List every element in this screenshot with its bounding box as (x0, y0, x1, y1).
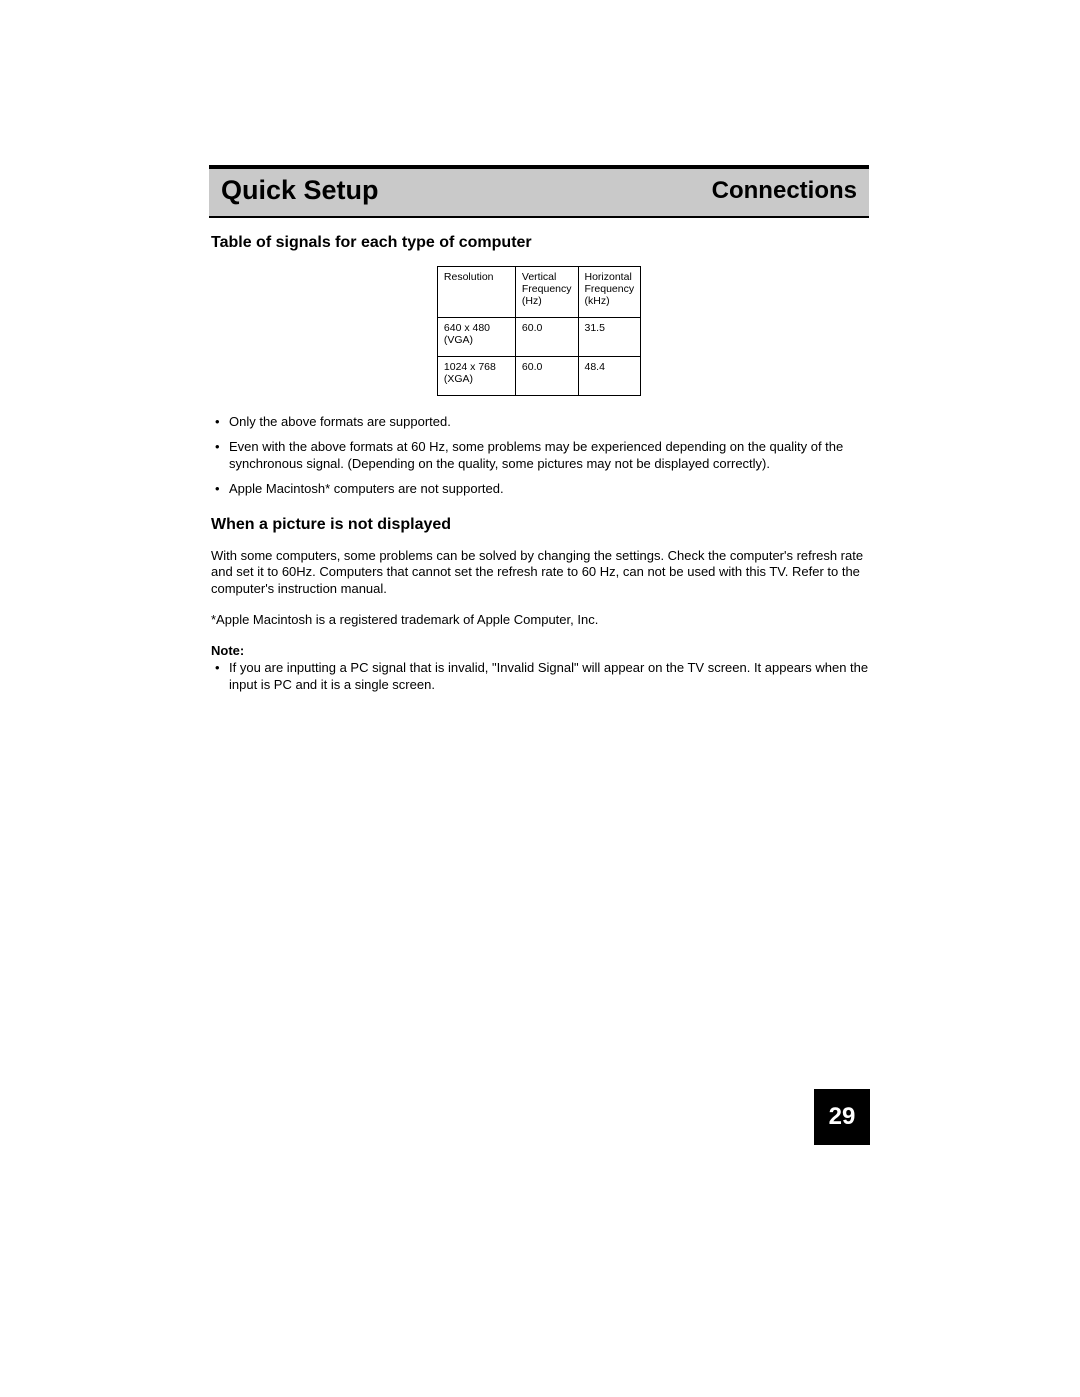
note-bullets: If you are inputting a PC signal that is… (209, 660, 869, 694)
cell-resolution: 1024 x 768(XGA) (437, 357, 515, 396)
table-row: 1024 x 768(XGA) 60.0 48.4 (437, 357, 640, 396)
section1-heading: Table of signals for each type of comput… (209, 234, 869, 252)
signals-table: Resolution VerticalFrequency(Hz) Horizon… (437, 266, 641, 396)
col-hfreq-header: HorizontalFrequency(kHz) (578, 267, 641, 318)
page-number: 29 (829, 1103, 856, 1131)
cell-hfreq: 31.5 (578, 318, 641, 357)
col-vfreq-header: VerticalFrequency(Hz) (515, 267, 578, 318)
manual-page: Quick Setup Connections Table of signals… (209, 165, 869, 712)
section1-bullets: Only the above formats are supported. Ev… (209, 414, 869, 498)
header-left-title: Quick Setup (221, 175, 379, 206)
table-header-row: Resolution VerticalFrequency(Hz) Horizon… (437, 267, 640, 318)
list-item: If you are inputting a PC signal that is… (215, 660, 869, 694)
table-row: 640 x 480(VGA) 60.0 31.5 (437, 318, 640, 357)
cell-vfreq: 60.0 (515, 318, 578, 357)
list-item: Apple Macintosh* computers are not suppo… (215, 481, 869, 498)
header-right-title: Connections (712, 177, 857, 205)
section2-para2: *Apple Macintosh is a registered tradema… (209, 612, 869, 629)
section2-heading: When a picture is not displayed (209, 516, 869, 534)
page-number-badge: 29 (814, 1089, 870, 1145)
list-item: Even with the above formats at 60 Hz, so… (215, 439, 869, 473)
col-resolution-header: Resolution (437, 267, 515, 318)
note-label: Note: (209, 643, 869, 658)
cell-resolution: 640 x 480(VGA) (437, 318, 515, 357)
cell-hfreq: 48.4 (578, 357, 641, 396)
section2-para1: With some computers, some problems can b… (209, 548, 869, 599)
page-header-bar: Quick Setup Connections (209, 169, 869, 218)
cell-vfreq: 60.0 (515, 357, 578, 396)
list-item: Only the above formats are supported. (215, 414, 869, 431)
